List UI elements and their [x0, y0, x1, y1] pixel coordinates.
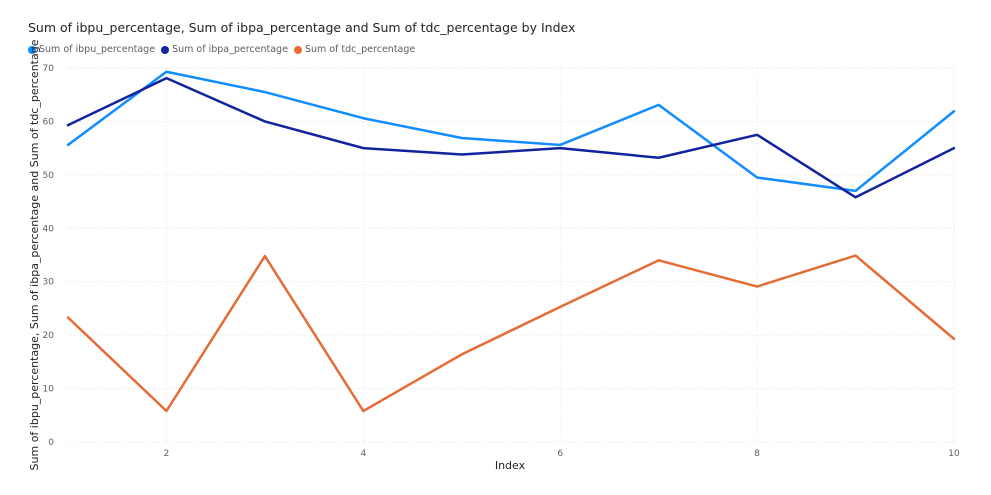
x-tick-label: 4: [360, 449, 366, 459]
series-line-ibpa[interactable]: [66, 76, 956, 199]
y-axis-label: Sum of ibpu_percentage, Sum of ibpa_perc…: [28, 39, 41, 470]
legend-dot-ibpa: [161, 45, 170, 54]
y-tick-label: 70: [43, 64, 55, 74]
legend-item-tdc[interactable]: Sum of tdc_percentage: [293, 44, 416, 55]
legend-label-ibpu: Sum of ibpu_percentage: [39, 44, 156, 55]
x-tick-label: 10: [948, 449, 960, 459]
y-tick-label: 40: [43, 224, 55, 234]
y-tick-label: 0: [48, 438, 54, 448]
legend-dot-tdc: [293, 45, 302, 54]
y-tick-label: 50: [43, 171, 55, 181]
gridlines: [68, 67, 955, 443]
series-line-ibpu[interactable]: [66, 70, 956, 193]
y-tick-label: 20: [43, 331, 55, 341]
y-tick-label: 60: [43, 117, 55, 127]
chart-title: Sum of ibpu_percentage, Sum of ibpa_perc…: [28, 20, 576, 35]
legend-label-tdc: Sum of tdc_percentage: [304, 44, 416, 55]
x-axis-label: Index: [495, 459, 526, 472]
y-tick-label: 10: [43, 385, 55, 395]
x-axis-ticks: 2 4 6 8 10: [164, 449, 960, 459]
x-tick-label: 2: [164, 449, 170, 459]
legend-dot-ibpu: [28, 45, 36, 54]
x-tick-label: 6: [557, 449, 563, 459]
y-tick-label: 30: [43, 278, 55, 288]
series-line-tdc[interactable]: [66, 254, 956, 413]
legend-item-ibpu[interactable]: Sum of ibpu_percentage: [28, 44, 155, 55]
legend[interactable]: Sum of ibpu_percentage Sum of ibpa_perce…: [28, 44, 415, 55]
x-tick-label: 8: [754, 449, 760, 459]
series-lines[interactable]: [66, 70, 956, 413]
legend-label-ibpa: Sum of ibpa_percentage: [172, 44, 288, 55]
legend-item-ibpa[interactable]: Sum of ibpa_percentage: [161, 44, 288, 55]
y-axis-ticks: 0 10 20 30 40 50 60 70: [43, 64, 55, 448]
